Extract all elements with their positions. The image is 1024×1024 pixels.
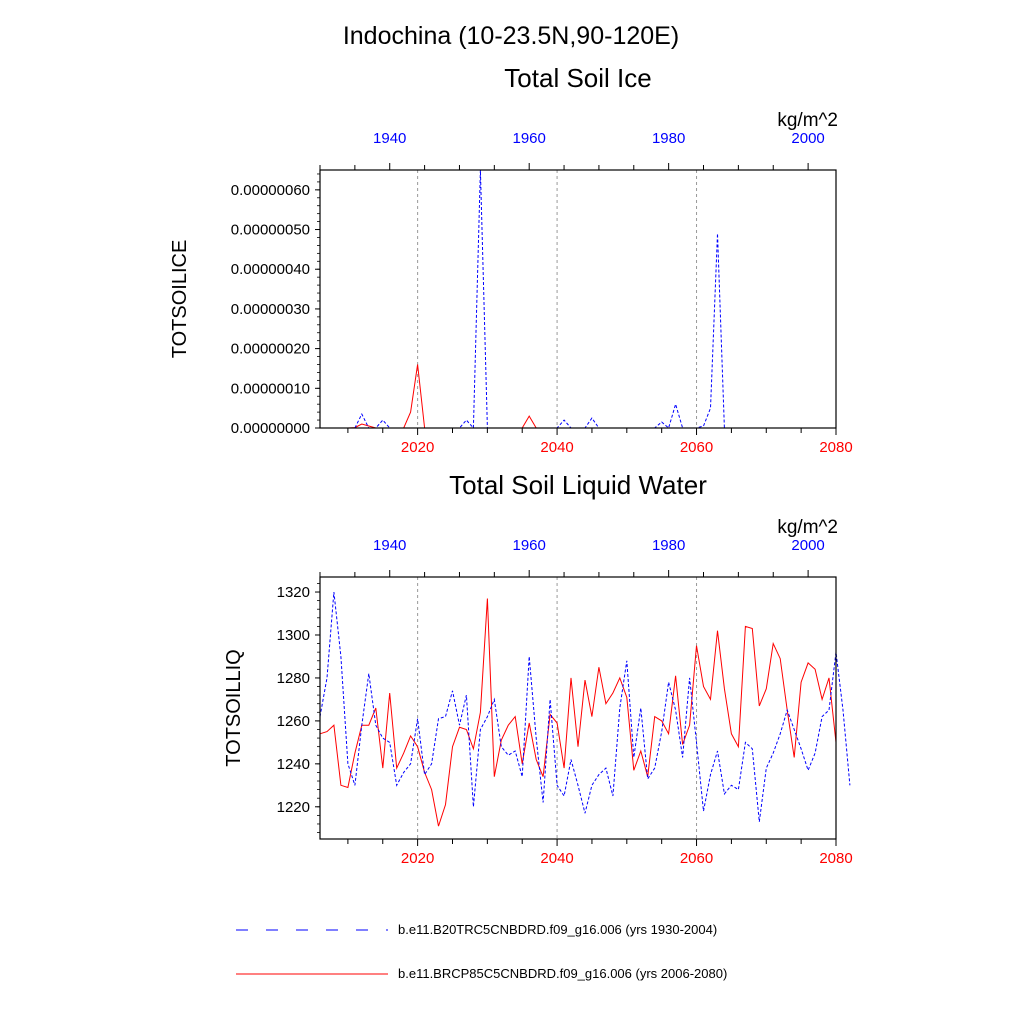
series-line-future [319, 598, 837, 827]
x-top-tick-label: 1960 [513, 537, 546, 554]
x-bottom-tick-label: 2080 [819, 850, 852, 867]
y-axis-label: TOTSOILLIQ [223, 649, 245, 766]
y-tick-label: 1240 [277, 756, 310, 773]
x-top-tick-label: 1980 [652, 537, 685, 554]
y-axis-label: TOTSOILICE [169, 240, 191, 359]
x-top-tick-label: 2000 [791, 537, 824, 554]
y-tick-label: 1280 [277, 670, 310, 687]
chart-title: Total Soil Liquid Water [449, 470, 707, 500]
plot-frame [319, 169, 837, 429]
y-tick-label: 1320 [277, 584, 310, 601]
x-bottom-tick-label: 2060 [680, 850, 713, 867]
series-line-future [320, 364, 836, 429]
x-bottom-tick-label: 2020 [401, 850, 434, 867]
series-line-historical [320, 169, 836, 430]
y-tick-label: 1260 [277, 713, 310, 730]
x-top-tick-label: 1980 [652, 130, 685, 147]
units-label: kg/m^2 [777, 110, 838, 131]
legend-label-future: b.e11.BRCP85C5CNBDRD.f09_g16.006 (yrs 20… [398, 966, 727, 981]
x-top-tick-label: 2000 [791, 130, 824, 147]
chart-total-soil-liquid-water: Total Soil Liquid Water kg/m^2 TOTSOILLI… [223, 470, 853, 867]
y-tick-label: 1220 [277, 799, 310, 816]
x-bottom-tick-label: 2060 [680, 439, 713, 456]
legend-label-historical: b.e11.B20TRC5CNBDRD.f09_g16.006 (yrs 193… [398, 922, 717, 937]
x-top-tick-label: 1940 [373, 537, 406, 554]
y-tick-label: 0.00000020 [231, 341, 310, 358]
y-tick-label: 0.00000040 [231, 261, 310, 278]
chart-total-soil-ice: Total Soil Ice kg/m^2 TOTSOILICE 0.00000… [169, 63, 853, 456]
y-tick-label: 0.00000050 [231, 222, 310, 239]
chart-title: Total Soil Ice [504, 63, 651, 93]
y-tick-label: 0.00000030 [231, 301, 310, 318]
figure-title: Indochina (10-23.5N,90-120E) [343, 22, 679, 50]
x-bottom-tick-label: 2080 [819, 439, 852, 456]
legend: b.e11.B20TRC5CNBDRD.f09_g16.006 (yrs 193… [236, 922, 727, 981]
x-bottom-tick-label: 2040 [540, 850, 573, 867]
y-tick-label: 1300 [277, 627, 310, 644]
plot-frame [319, 576, 837, 840]
y-tick-label: 0.00000060 [231, 182, 310, 199]
x-top-tick-label: 1960 [513, 130, 546, 147]
series-line-historical [319, 591, 851, 822]
units-label: kg/m^2 [777, 517, 838, 538]
y-tick-label: 0.00000000 [231, 420, 310, 437]
x-bottom-tick-label: 2020 [401, 439, 434, 456]
x-bottom-tick-label: 2040 [540, 439, 573, 456]
x-top-tick-label: 1940 [373, 130, 406, 147]
y-tick-label: 0.00000010 [231, 380, 310, 397]
